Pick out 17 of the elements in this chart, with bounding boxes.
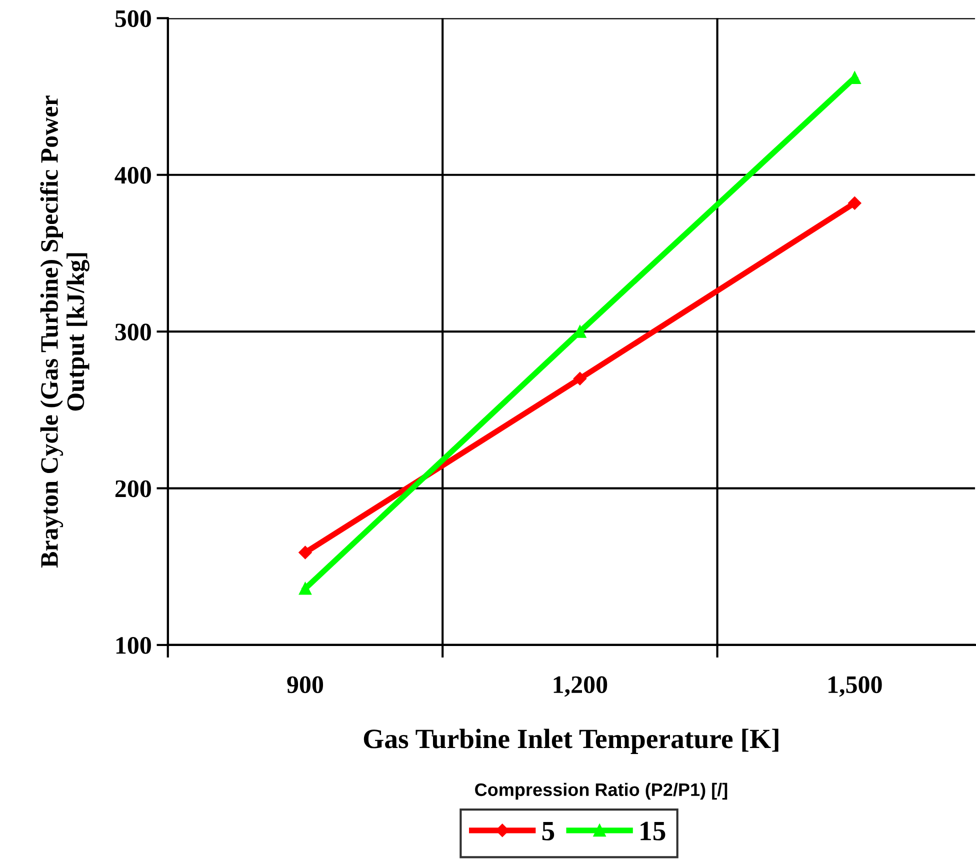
- legend-title: Compression Ratio (P2/P1) [/]: [475, 782, 728, 800]
- point: [848, 196, 862, 210]
- y-axis-title: Brayton Cycle (Gas Turbine) Specific Power Output [kJ/kg]: [40, 96, 90, 568]
- y-tick-label: 400: [114, 166, 151, 184]
- x-tick-label: 900: [287, 676, 324, 694]
- y-tick-label: 300: [115, 324, 151, 340]
- y-tick-label: 200: [115, 480, 151, 498]
- x-axis-title: Gas Turbine Inlet Temperature [K]: [364, 728, 778, 754]
- point: [298, 546, 312, 560]
- legend-label: 5: [542, 822, 554, 840]
- y-tick-label: 500: [115, 10, 151, 28]
- point: [573, 372, 587, 386]
- legend-label: 15: [640, 822, 666, 840]
- point: [298, 582, 312, 595]
- y-tick-label: 100: [116, 637, 151, 654]
- x-tick-label: 1,500: [828, 676, 882, 697]
- x-tick-label: 1,200: [554, 676, 608, 697]
